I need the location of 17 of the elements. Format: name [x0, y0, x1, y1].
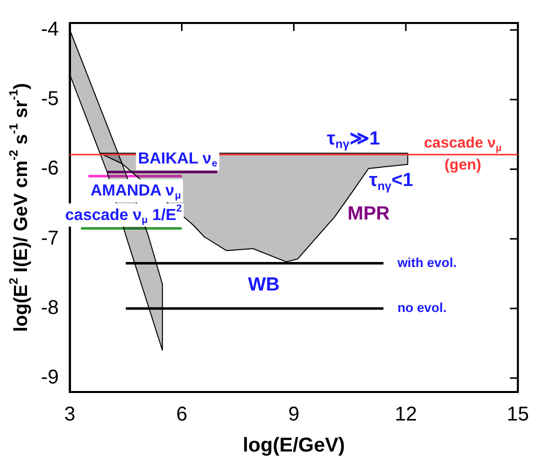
x-tick-label: 3	[64, 404, 76, 426]
y-tick-label: -6	[40, 158, 59, 180]
text: log(E2 I(E)/ GeV cm-2 s-1 sr-1)	[6, 83, 32, 332]
series-label: with evol.	[396, 254, 457, 270]
x-axis-title: log(E/GeV)	[242, 434, 345, 457]
y-tick-label: -9	[40, 366, 59, 389]
annotation: MPR	[348, 204, 390, 225]
series-label: no evol.	[397, 300, 447, 316]
x-tick-label: 6	[176, 404, 188, 426]
x-tick-label: 15	[506, 404, 529, 426]
x-tick-label: 9	[288, 404, 300, 426]
y-tick-label: -8	[40, 296, 59, 319]
y-tick-label: -5	[40, 88, 59, 110]
x-tick-label: 12	[394, 404, 417, 426]
annotation: WB	[248, 274, 280, 296]
y-tick-label: -4	[40, 18, 59, 40]
y-tick-label: -7	[40, 227, 59, 250]
